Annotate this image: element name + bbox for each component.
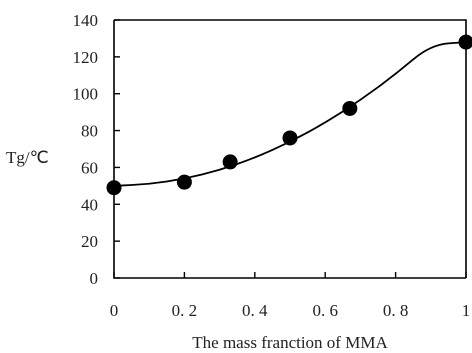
x-tick-label: 0 [110,301,119,320]
x-tick-label: 0. 4 [242,301,268,320]
data-point [176,174,192,190]
y-axis-title: Tg/℃ [6,148,49,167]
data-point [222,154,238,170]
y-tick-label: 120 [73,48,99,67]
data-point [282,130,298,146]
x-tick-label: 0. 8 [383,301,409,320]
y-tick-label: 100 [73,85,99,104]
data-point [342,100,358,116]
y-tick-label: 0 [90,269,99,288]
x-tick-label: 0. 6 [312,301,338,320]
data-point-group [106,34,472,196]
x-tick-label: 0. 2 [172,301,198,320]
data-point [458,34,472,50]
y-tick-label: 20 [81,232,98,251]
fit-curve-group [113,41,467,187]
fit-curve-line [113,41,467,187]
y-tick-label: 60 [81,158,98,177]
x-tick-label: 1 [462,301,471,320]
x-axis-title: The mass franction of MMA [192,333,388,352]
y-tick-label: 140 [73,11,99,30]
y-tick-label: 80 [81,122,98,141]
y-tick-label: 40 [81,195,98,214]
data-point [106,180,122,196]
tick-group: 0 20 40 60 80 100 120 140 0 0. 2 0. 4 0. 6 0. 8 1 [73,11,471,320]
